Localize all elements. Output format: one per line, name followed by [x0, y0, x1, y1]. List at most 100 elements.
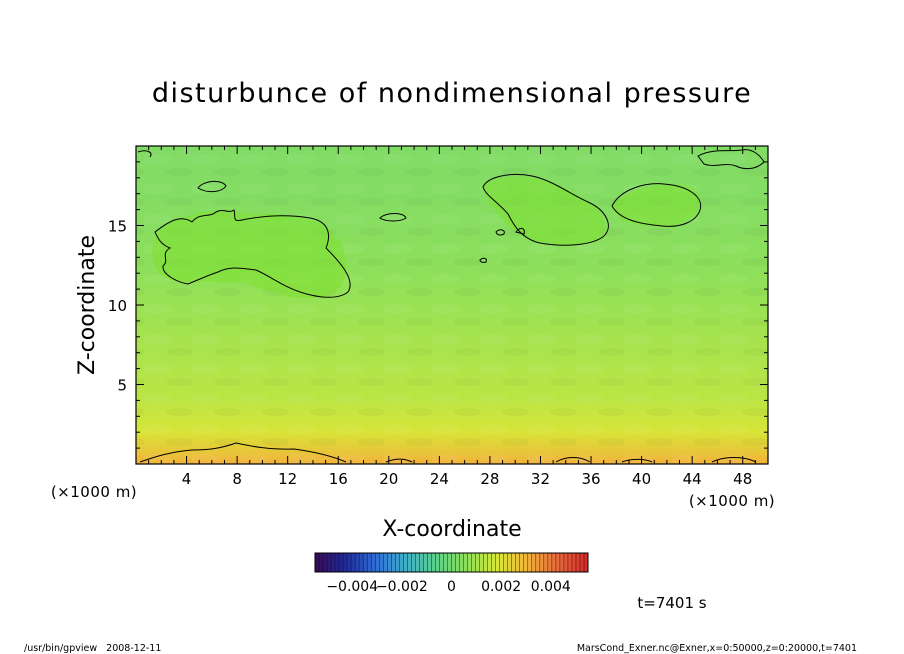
colorbar-cell	[471, 553, 476, 572]
colorbar-tick-label: −0.004	[326, 579, 378, 595]
colorbar-cell	[319, 553, 324, 572]
colorbar-cell	[363, 553, 368, 572]
colorbar-cell	[443, 553, 448, 572]
colorbar-cell	[451, 553, 456, 572]
colorbar-cell	[575, 553, 581, 572]
colorbar-cell	[423, 553, 428, 572]
colorbar-cell	[463, 553, 468, 572]
contour-lines	[137, 149, 765, 463]
colorbar-cell	[371, 553, 376, 572]
colorbar-cell	[511, 553, 516, 572]
colorbar-cell	[579, 553, 585, 572]
colorbar-cell	[331, 553, 336, 572]
colorbar-cell	[539, 553, 545, 572]
x-tick-label: 8	[232, 470, 242, 488]
colorbar-cell	[547, 553, 553, 572]
colorbar-cell	[519, 553, 524, 572]
colorbar-cell	[483, 553, 488, 572]
colorbar-tick-labels: −0.004−0.002 0 0.002 0.004	[326, 579, 571, 595]
colorbar-cell	[507, 553, 512, 572]
colorbar-tick-label: −0.002	[376, 579, 428, 595]
x-tick-label: 4	[182, 470, 192, 488]
colorbar-cell	[459, 553, 464, 572]
colorbar-cell	[383, 553, 388, 572]
x-tick-label: 28	[480, 470, 499, 488]
colorbar-cell	[583, 553, 589, 572]
footer-right: MarsCond_Exner.nc@Exner,x=0:50000,z=0:20…	[577, 643, 857, 654]
colorbar-cell	[427, 553, 432, 572]
colorbar-cell	[415, 553, 420, 572]
colorbar-cell	[495, 553, 500, 572]
colorbar: −0.004−0.002 0 0.002 0.004	[314, 552, 589, 595]
colorbar-cell	[347, 553, 352, 572]
colorbar-cell	[355, 553, 360, 572]
x-tick-label: 12	[278, 470, 297, 488]
colorbar-cell	[399, 553, 404, 572]
colorbar-cell	[403, 553, 408, 572]
colorbar-tick-label: 0.002	[481, 579, 521, 595]
colorbar-cell	[571, 553, 577, 572]
contour-4	[482, 173, 609, 246]
colorbar-cell	[487, 553, 492, 572]
x-axis-title: X-coordinate	[382, 517, 521, 542]
contour-bottom-4	[621, 458, 653, 463]
patch-2	[482, 176, 606, 245]
contour-10	[515, 227, 525, 235]
colorbar-cell	[555, 553, 561, 572]
contour-7	[697, 149, 765, 170]
colorbar-cell	[315, 553, 320, 572]
colorbar-cell	[343, 553, 348, 572]
x-tick-label: 16	[329, 470, 348, 488]
colorbar-cell	[379, 553, 384, 572]
colorbar-cell	[367, 553, 372, 572]
x-unit-label: (×1000 m)	[689, 492, 775, 510]
colorbar-tick-label: 0.004	[531, 579, 571, 595]
colorbar-tick-label: 0	[447, 579, 456, 595]
colorbar-cell	[435, 553, 440, 572]
x-tick-label: 44	[683, 470, 702, 488]
x-axis-ticks	[148, 146, 756, 464]
colorbar-cell	[411, 553, 416, 572]
contour-5	[611, 183, 702, 227]
colorbar-cell	[527, 553, 532, 572]
colorbar-cell	[551, 553, 557, 572]
y-axis-title: Z-coordinate	[75, 235, 100, 375]
y-unit-label: (×1000 m)	[51, 483, 137, 501]
colorbar-cells	[314, 553, 589, 572]
contour-3	[379, 213, 407, 222]
colorbar-cell	[531, 553, 537, 572]
y-axis-ticks	[136, 161, 768, 449]
x-tick-label: 36	[581, 470, 600, 488]
contour-6	[137, 150, 152, 158]
contour-bottom-5	[711, 457, 757, 463]
patch-1	[152, 210, 347, 299]
y-tick-label: 5	[117, 377, 127, 395]
colorbar-cell	[503, 553, 508, 572]
colorbar-cell	[335, 553, 340, 572]
colorbar-cell	[431, 553, 436, 572]
colorbar-cell	[523, 553, 528, 572]
x-tick-label: 40	[632, 470, 651, 488]
y-tick-label: 15	[108, 218, 127, 236]
colorbar-cell	[351, 553, 356, 572]
x-tick-label: 32	[531, 470, 550, 488]
colorbar-cell	[327, 553, 332, 572]
time-label: t=7401 s	[637, 594, 706, 612]
x-axis-tick-labels: 4 8 12 16 20 24 28 32 36 40 44 48	[182, 470, 752, 488]
negative-patches	[152, 176, 701, 299]
y-tick-label: 10	[108, 297, 127, 315]
x-tick-label: 20	[379, 470, 398, 488]
contour-bottom-3	[555, 457, 591, 463]
x-tick-label: 48	[733, 470, 752, 488]
colorbar-cell	[439, 553, 444, 572]
contour-9	[479, 257, 487, 263]
colorbar-cell	[447, 553, 452, 572]
colorbar-cell	[515, 553, 520, 572]
colorbar-cell	[323, 553, 328, 572]
colorbar-cell	[395, 553, 400, 572]
colorbar-cell	[455, 553, 460, 572]
colorbar-frame	[314, 552, 589, 573]
colorbar-cell	[359, 553, 364, 572]
y-axis-tick-labels: 5 10 15	[108, 218, 127, 395]
